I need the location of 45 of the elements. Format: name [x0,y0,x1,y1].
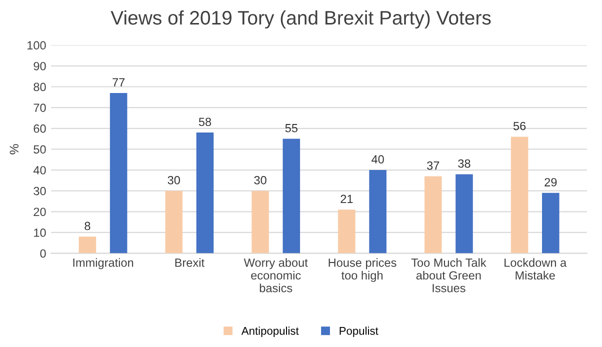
bar [165,190,183,254]
y-tick-label: 100 [28,41,46,50]
bar [456,174,473,254]
chart-title: Views of 2019 Tory (and Brexit Party) Voters [110,10,491,29]
bar [542,192,560,254]
legend-label: Antipopulist [241,326,299,337]
y-tick-label: 10 [34,228,46,237]
data-label: 30 [254,176,266,184]
data-label: 21 [340,194,353,203]
y-tick-label: 0 [40,249,46,258]
y-axis-title: % [10,144,19,154]
bar [282,138,300,254]
x-tick-label: House prices too high [328,258,396,282]
x-tick-label: Worry about economic basics [244,258,308,292]
data-label: 8 [84,222,90,230]
y-tick-label: 60 [34,124,46,133]
y-tick-label: 50 [34,145,46,154]
y-tick-label: 30 [34,186,46,196]
bar [338,210,356,254]
bar [510,136,528,254]
data-label: 29 [544,178,557,186]
data-label: 58 [198,118,212,126]
data-label: 30 [168,176,180,184]
data-label: 55 [285,124,298,132]
y-tick-label: 40 [33,166,46,174]
x-tick-label: Too Much Talk about Green Issues [411,258,486,292]
bar [252,190,269,254]
data-label: 77 [112,78,125,86]
bar [369,170,386,254]
y-tick-label: 90 [34,62,46,70]
y-tick-label: 80 [34,82,46,92]
x-tick-label: Brexit [175,258,204,267]
x-tick-label: Lockdown a Mistake [504,258,567,280]
legend-label: Populist [340,326,378,337]
bar [424,176,442,254]
y-tick-label: 20 [34,208,46,216]
bar [196,132,214,254]
x-tick-label: Immigration [73,258,134,270]
data-label: 56 [513,122,526,130]
data-label: 40 [372,155,384,164]
bar [78,236,96,254]
data-label: 37 [427,161,440,170]
bar [110,92,128,254]
y-tick-label: 70 [34,104,46,112]
data-label: 38 [458,159,470,168]
